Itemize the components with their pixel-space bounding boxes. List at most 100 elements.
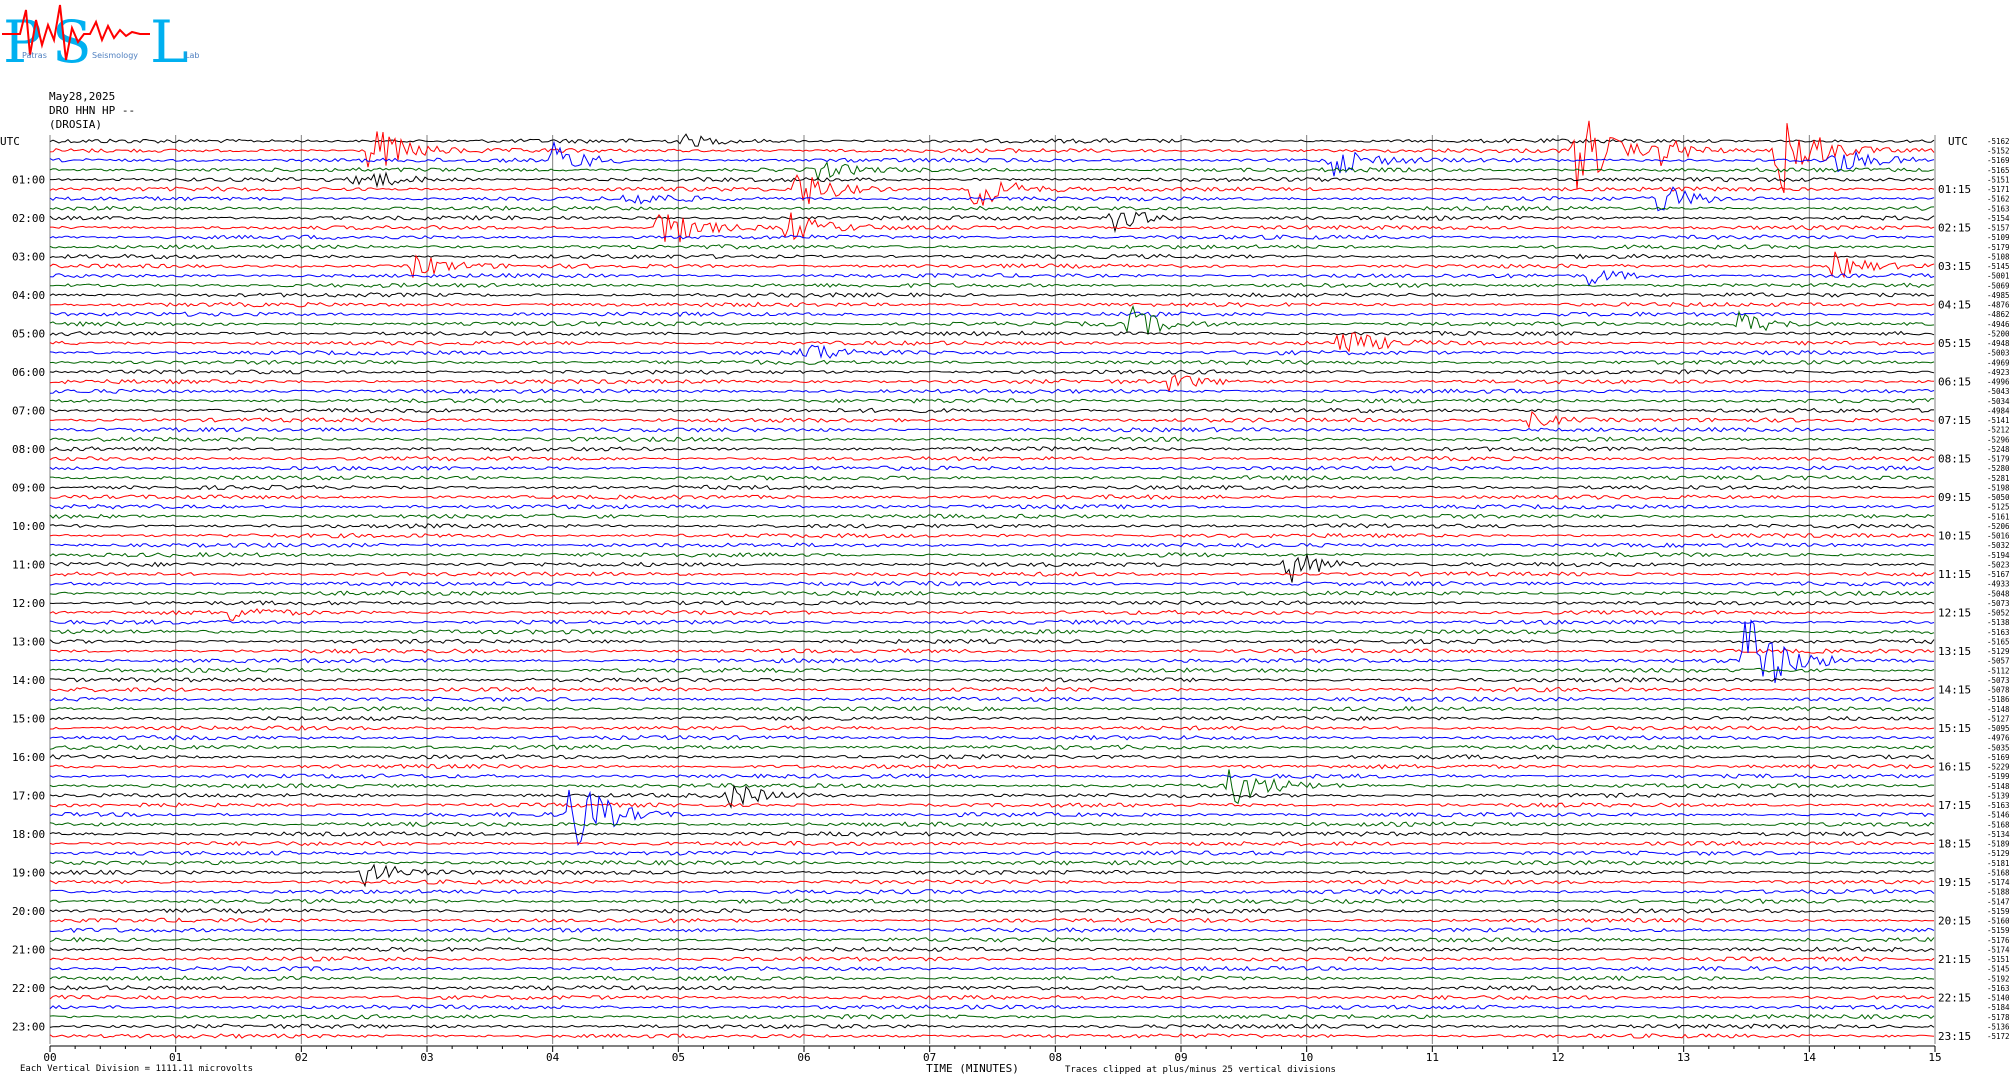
trace-offset-label: -4946 [1987, 320, 2010, 329]
trace-offset-label: -5163 [1987, 984, 2010, 993]
trace-offset-label: -4969 [1987, 358, 2010, 367]
seismic-trace [50, 171, 1935, 189]
seismic-trace [49, 551, 1935, 558]
left-hour-label: 15:00 [12, 712, 45, 725]
logo-small-text-lab: Lab [185, 51, 199, 60]
clip-note: Traces clipped at plus/minus 25 vertical… [1065, 1065, 1336, 1075]
left-hour-label: 07:00 [12, 404, 45, 417]
right-hour-label: 20:15 [1938, 915, 1971, 928]
trace-offset-label: -5129 [1987, 647, 2010, 656]
right-hour-label: 23:15 [1938, 1030, 1971, 1043]
trace-offset-label: -5163 [1987, 801, 2010, 810]
seismic-trace [49, 956, 1935, 962]
trace-offset-label: -5023 [1987, 560, 2010, 569]
psl-logo: P S L Patras Seismology Lab [2, 4, 199, 76]
seismic-trace [49, 465, 1935, 472]
right-hour-label: 04:15 [1938, 299, 1971, 312]
right-hour-label: 18:15 [1938, 838, 1971, 851]
seismic-trace [49, 821, 1935, 828]
seismic-trace [49, 734, 1935, 741]
trace-offset-label: -5194 [1987, 551, 2010, 560]
trace-offset-label: -4984 [1987, 406, 2010, 415]
trace-offset-label: -5165 [1987, 637, 2010, 646]
trace-offset-label: -5248 [1987, 445, 2010, 454]
trace-offset-label: -5129 [1987, 849, 2010, 858]
seismic-trace [49, 205, 1935, 212]
right-hour-label: 21:15 [1938, 953, 1971, 966]
seismic-trace [49, 994, 1935, 1001]
logo-letter-p: P [3, 8, 42, 76]
trace-offset-label: -5172 [1987, 1032, 2010, 1041]
left-hour-label: 18:00 [12, 828, 45, 841]
trace-offset-label: -5169 [1987, 156, 2010, 165]
seismic-trace [49, 311, 1935, 318]
trace-offset-label: -5138 [1987, 618, 2010, 627]
trace-offset-label: -5281 [1987, 474, 2010, 483]
seismic-trace [49, 161, 1935, 182]
trace-offset-label: -5179 [1987, 243, 2010, 252]
seismic-trace [49, 359, 1935, 366]
trace-offset-label: -5148 [1987, 782, 2010, 791]
logo-small-text-seismology: Seismology [92, 51, 138, 60]
seismic-trace [49, 600, 1935, 606]
seismic-trace [49, 927, 1935, 934]
trace-offset-label: -5167 [1987, 570, 2010, 579]
trace-offset-label: -5147 [1987, 897, 2010, 906]
seismic-trace [49, 840, 1935, 847]
trace-offset-label: -5296 [1987, 435, 2010, 444]
x-tick-label: 02 [295, 1051, 308, 1064]
seismic-trace [49, 301, 1935, 308]
trace-offset-label: -5073 [1987, 599, 2010, 608]
seismic-trace [49, 784, 1935, 809]
seismic-trace [49, 975, 1935, 982]
right-utc-label: UTC [1948, 135, 1968, 148]
left-hour-label: 04:00 [12, 289, 45, 302]
trace-offset-label: -5073 [1987, 676, 2010, 685]
seismic-trace [50, 725, 1935, 731]
trace-offset-label: -5212 [1987, 426, 2010, 435]
seismic-trace [49, 369, 1935, 375]
trace-offset-label: -5050 [1987, 493, 2010, 502]
trace-offset-label: -4985 [1987, 291, 2010, 300]
x-tick-label: 12 [1551, 1051, 1564, 1064]
trace-offset-label: -5184 [1987, 1003, 2010, 1012]
x-tick-label: 07 [923, 1051, 936, 1064]
seismic-trace [50, 282, 1935, 289]
seismic-trace [49, 715, 1935, 722]
seismic-trace [49, 629, 1935, 635]
right-hour-label: 19:15 [1938, 876, 1971, 889]
left-hour-label: 05:00 [12, 327, 45, 340]
seismic-trace [49, 426, 1935, 433]
x-tick-label: 01 [169, 1051, 182, 1064]
right-hour-label: 13:15 [1938, 645, 1971, 658]
seismic-trace [49, 638, 1935, 645]
trace-offset-label: -5181 [1987, 859, 2010, 868]
trace-offset-label: -5057 [1987, 657, 2010, 666]
seismic-trace [49, 1013, 1935, 1020]
trace-offset-label: -5078 [1987, 686, 2010, 695]
right-hour-label: 01:15 [1938, 183, 1971, 196]
trace-offset-label: -5016 [1987, 532, 2010, 541]
seismic-trace [50, 677, 1935, 683]
trace-offset-label: -5163 [1987, 204, 2010, 213]
x-axis-label: TIME (MINUTES) [926, 1062, 1019, 1075]
left-hour-label: 19:00 [12, 866, 45, 879]
seismic-trace [49, 532, 1935, 539]
seismic-trace [49, 253, 1935, 260]
right-hour-label: 11:15 [1938, 568, 1971, 581]
seismic-trace [49, 523, 1935, 529]
seismic-trace [49, 513, 1935, 520]
trace-offset-label: -5168 [1987, 820, 2010, 829]
x-tick-label: 11 [1426, 1051, 1439, 1064]
seismic-trace [49, 446, 1935, 452]
seismic-trace [49, 554, 1935, 583]
trace-offset-label: -5127 [1987, 714, 2010, 723]
right-hour-label: 10:15 [1938, 530, 1971, 543]
seismic-trace [49, 754, 1935, 760]
seismic-trace [49, 292, 1935, 298]
trace-offset-label: -5198 [1987, 483, 2010, 492]
logo-letter-l: L [150, 8, 189, 76]
right-hour-label: 02:15 [1938, 222, 1971, 235]
trace-offset-label: -5035 [1987, 743, 2010, 752]
seismic-trace [49, 503, 1935, 510]
